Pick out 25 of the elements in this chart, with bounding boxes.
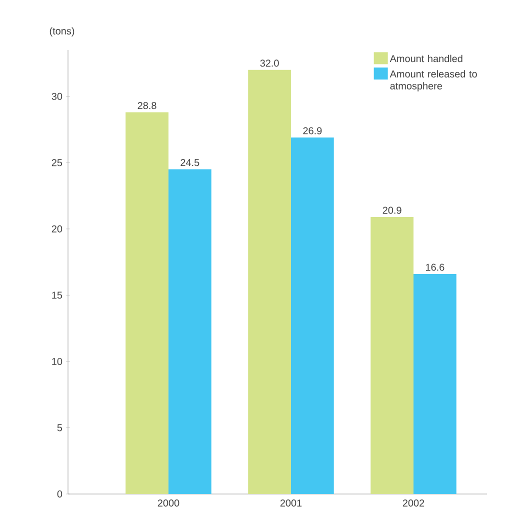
bar <box>370 216 414 494</box>
data-label: 24.5 <box>180 159 200 166</box>
bar <box>168 169 212 494</box>
bar <box>248 70 291 494</box>
data-label: 26.9 <box>303 127 322 134</box>
x-tick-label: 2001 <box>280 500 302 507</box>
data-label: 28.8 <box>138 102 156 110</box>
data-label: 16.6 <box>426 264 444 271</box>
y-tick-label: 15 <box>52 292 62 299</box>
y-tick-label: 30 <box>52 92 62 100</box>
x-tick-label: 2000 <box>158 500 180 507</box>
bar <box>414 274 456 494</box>
data-label: 20.9 <box>382 206 402 214</box>
data-label: 32.0 <box>260 60 279 67</box>
y-tick-label: 10 <box>52 358 62 365</box>
y-axis-title: (tons) <box>50 27 74 36</box>
y-tick-label: 0 <box>57 490 62 498</box>
bar <box>126 112 168 494</box>
y-tick-label: 5 <box>57 424 62 432</box>
y-tick-label: 25 <box>52 159 62 166</box>
y-tick-label: 20 <box>52 225 62 232</box>
bar <box>290 137 334 494</box>
legend-label: Amount released to atmosphere <box>390 70 477 92</box>
x-tick-label: 2002 <box>402 500 424 507</box>
legend-label: Amount handled <box>390 54 462 62</box>
